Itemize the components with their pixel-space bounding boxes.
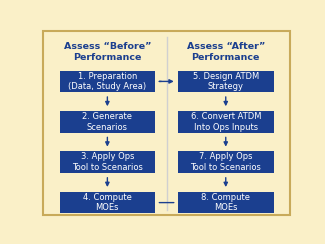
FancyBboxPatch shape [178, 71, 274, 92]
Text: 3. Apply Ops
Tool to Scenarios: 3. Apply Ops Tool to Scenarios [72, 152, 143, 172]
Text: 5. Design ATDM
Strategy: 5. Design ATDM Strategy [193, 71, 259, 91]
FancyBboxPatch shape [178, 151, 274, 173]
Text: 6. Convert ATDM
Into Ops Inputs: 6. Convert ATDM Into Ops Inputs [190, 112, 261, 132]
FancyBboxPatch shape [43, 31, 290, 215]
Text: 1. Preparation
(Data, Study Area): 1. Preparation (Data, Study Area) [68, 71, 147, 91]
FancyBboxPatch shape [59, 151, 155, 173]
FancyBboxPatch shape [59, 111, 155, 133]
FancyBboxPatch shape [178, 111, 274, 133]
Text: 8. Compute
MOEs: 8. Compute MOEs [201, 193, 250, 213]
Text: Assess “After”
Performance: Assess “After” Performance [187, 42, 265, 61]
Text: 7. Apply Ops
Tool to Scenarios: 7. Apply Ops Tool to Scenarios [190, 152, 261, 172]
Text: 2. Generate
Scenarios: 2. Generate Scenarios [82, 112, 132, 132]
FancyBboxPatch shape [178, 192, 274, 214]
Text: 4. Compute
MOEs: 4. Compute MOEs [83, 193, 132, 213]
Text: Assess “Before”
Performance: Assess “Before” Performance [64, 42, 151, 61]
FancyBboxPatch shape [59, 71, 155, 92]
FancyBboxPatch shape [59, 192, 155, 214]
